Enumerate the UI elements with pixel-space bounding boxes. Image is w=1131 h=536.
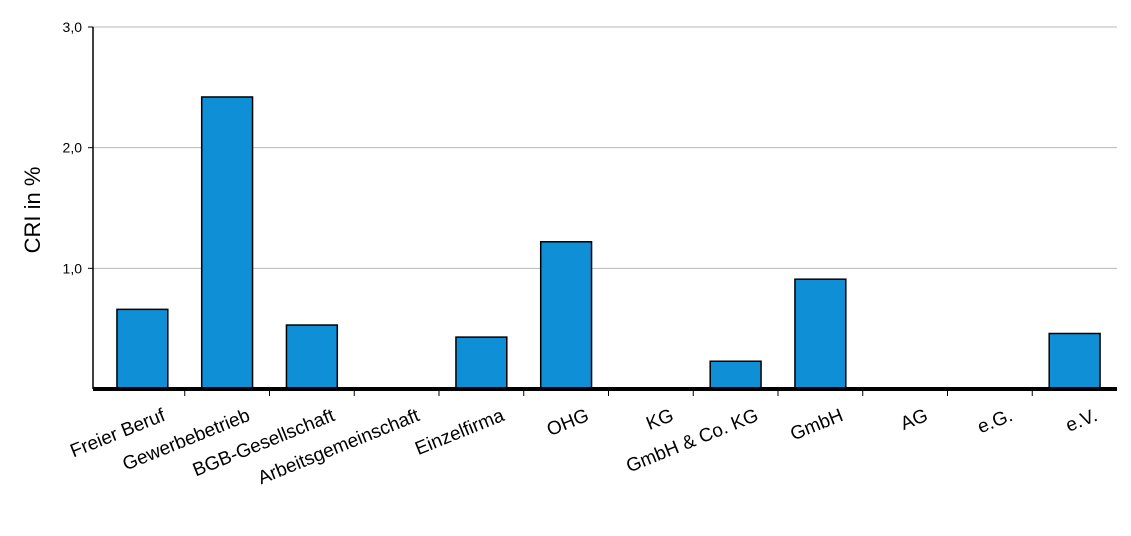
bar (709, 360, 762, 390)
bar (455, 336, 508, 390)
bar (116, 308, 169, 390)
x-tick-label: e.G. (975, 405, 1016, 438)
x-tick-label: GmbH (787, 405, 846, 445)
bar (794, 278, 847, 390)
x-tick-label: KG (643, 405, 676, 435)
y-tick-labels: 1,0 2,0 3,0 (63, 19, 93, 276)
bar (1048, 332, 1101, 390)
bar (200, 96, 254, 390)
x-tick-label: Einzelfirma (412, 405, 507, 460)
y-tick-label: 1,0 (63, 260, 83, 276)
bar (539, 241, 593, 390)
y-tick-label: 3,0 (63, 19, 83, 35)
grid-lines (93, 26, 1117, 269)
x-tick-label: OHG (544, 405, 592, 441)
bar (285, 324, 339, 390)
bars (116, 96, 1101, 390)
axes (92, 27, 1117, 396)
y-tick-label: 2,0 (63, 140, 83, 156)
x-tick-labels: Freier BerufGewerbebetriebBGB-Gesellscha… (67, 405, 1100, 489)
x-tick-label: AG (898, 405, 931, 435)
y-axis-title: CRI in % (20, 167, 45, 254)
x-tick-label: e.V. (1063, 405, 1101, 436)
